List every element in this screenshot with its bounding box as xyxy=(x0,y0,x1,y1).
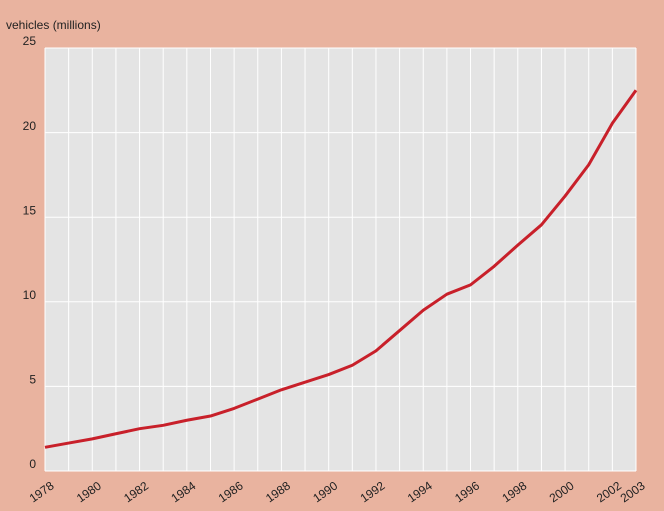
plot-area xyxy=(45,48,636,471)
x-tick-label: 1996 xyxy=(452,478,482,505)
x-tick-label: 1978 xyxy=(27,478,57,505)
y-tick-label: 10 xyxy=(23,288,37,302)
x-tick-label: 1994 xyxy=(405,478,435,505)
x-tick-label: 1998 xyxy=(499,478,529,505)
x-tick-label: 2003 xyxy=(618,478,648,505)
y-axis-label: vehicles (millions) xyxy=(6,18,101,32)
x-tick-label: 1980 xyxy=(74,478,104,505)
y-tick-label: 25 xyxy=(23,34,37,48)
y-tick-label: 15 xyxy=(23,203,37,217)
x-tick-label: 1992 xyxy=(358,478,388,505)
data-line xyxy=(44,89,638,449)
x-tick-label: 1984 xyxy=(168,478,198,505)
x-tick-label: 1990 xyxy=(310,478,340,505)
y-tick-label: 5 xyxy=(29,373,36,387)
x-tick-label: 1986 xyxy=(216,478,246,505)
y-tick-label: 20 xyxy=(23,119,37,133)
y-tick-label: 0 xyxy=(29,457,36,471)
x-tick-label: 2000 xyxy=(547,478,577,505)
x-tick-label: 1988 xyxy=(263,478,293,505)
x-tick-label: 1982 xyxy=(121,478,151,505)
